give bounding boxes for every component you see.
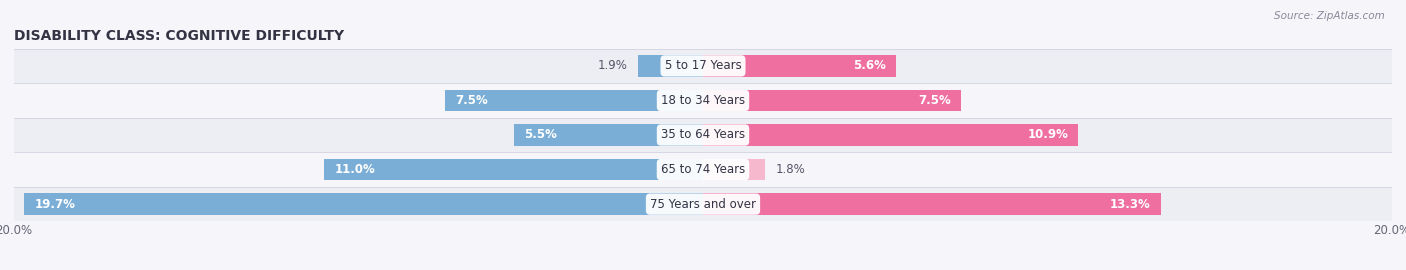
Text: 5 to 17 Years: 5 to 17 Years xyxy=(665,59,741,72)
Bar xyxy=(14,118,1392,152)
Bar xyxy=(703,193,1161,215)
Text: 75 Years and over: 75 Years and over xyxy=(650,198,756,211)
Bar xyxy=(703,159,765,180)
Text: 1.8%: 1.8% xyxy=(775,163,806,176)
Bar xyxy=(703,124,1078,146)
Bar xyxy=(637,55,703,77)
Text: 13.3%: 13.3% xyxy=(1111,198,1152,211)
Text: 65 to 74 Years: 65 to 74 Years xyxy=(661,163,745,176)
Text: Source: ZipAtlas.com: Source: ZipAtlas.com xyxy=(1274,11,1385,21)
Text: 11.0%: 11.0% xyxy=(335,163,375,176)
Bar xyxy=(14,83,1392,118)
Text: 18 to 34 Years: 18 to 34 Years xyxy=(661,94,745,107)
Text: 5.6%: 5.6% xyxy=(852,59,886,72)
Text: 7.5%: 7.5% xyxy=(456,94,488,107)
Text: 1.9%: 1.9% xyxy=(598,59,627,72)
Bar xyxy=(14,49,1392,83)
Bar xyxy=(703,90,962,111)
Bar xyxy=(703,55,896,77)
Bar xyxy=(444,90,703,111)
Text: 35 to 64 Years: 35 to 64 Years xyxy=(661,129,745,141)
Text: 7.5%: 7.5% xyxy=(918,94,950,107)
Text: 10.9%: 10.9% xyxy=(1028,129,1069,141)
Bar xyxy=(14,187,1392,221)
Bar xyxy=(323,159,703,180)
Bar xyxy=(14,152,1392,187)
Bar xyxy=(513,124,703,146)
Text: 5.5%: 5.5% xyxy=(524,129,557,141)
Text: 19.7%: 19.7% xyxy=(35,198,76,211)
Bar xyxy=(24,193,703,215)
Text: DISABILITY CLASS: COGNITIVE DIFFICULTY: DISABILITY CLASS: COGNITIVE DIFFICULTY xyxy=(14,29,344,43)
